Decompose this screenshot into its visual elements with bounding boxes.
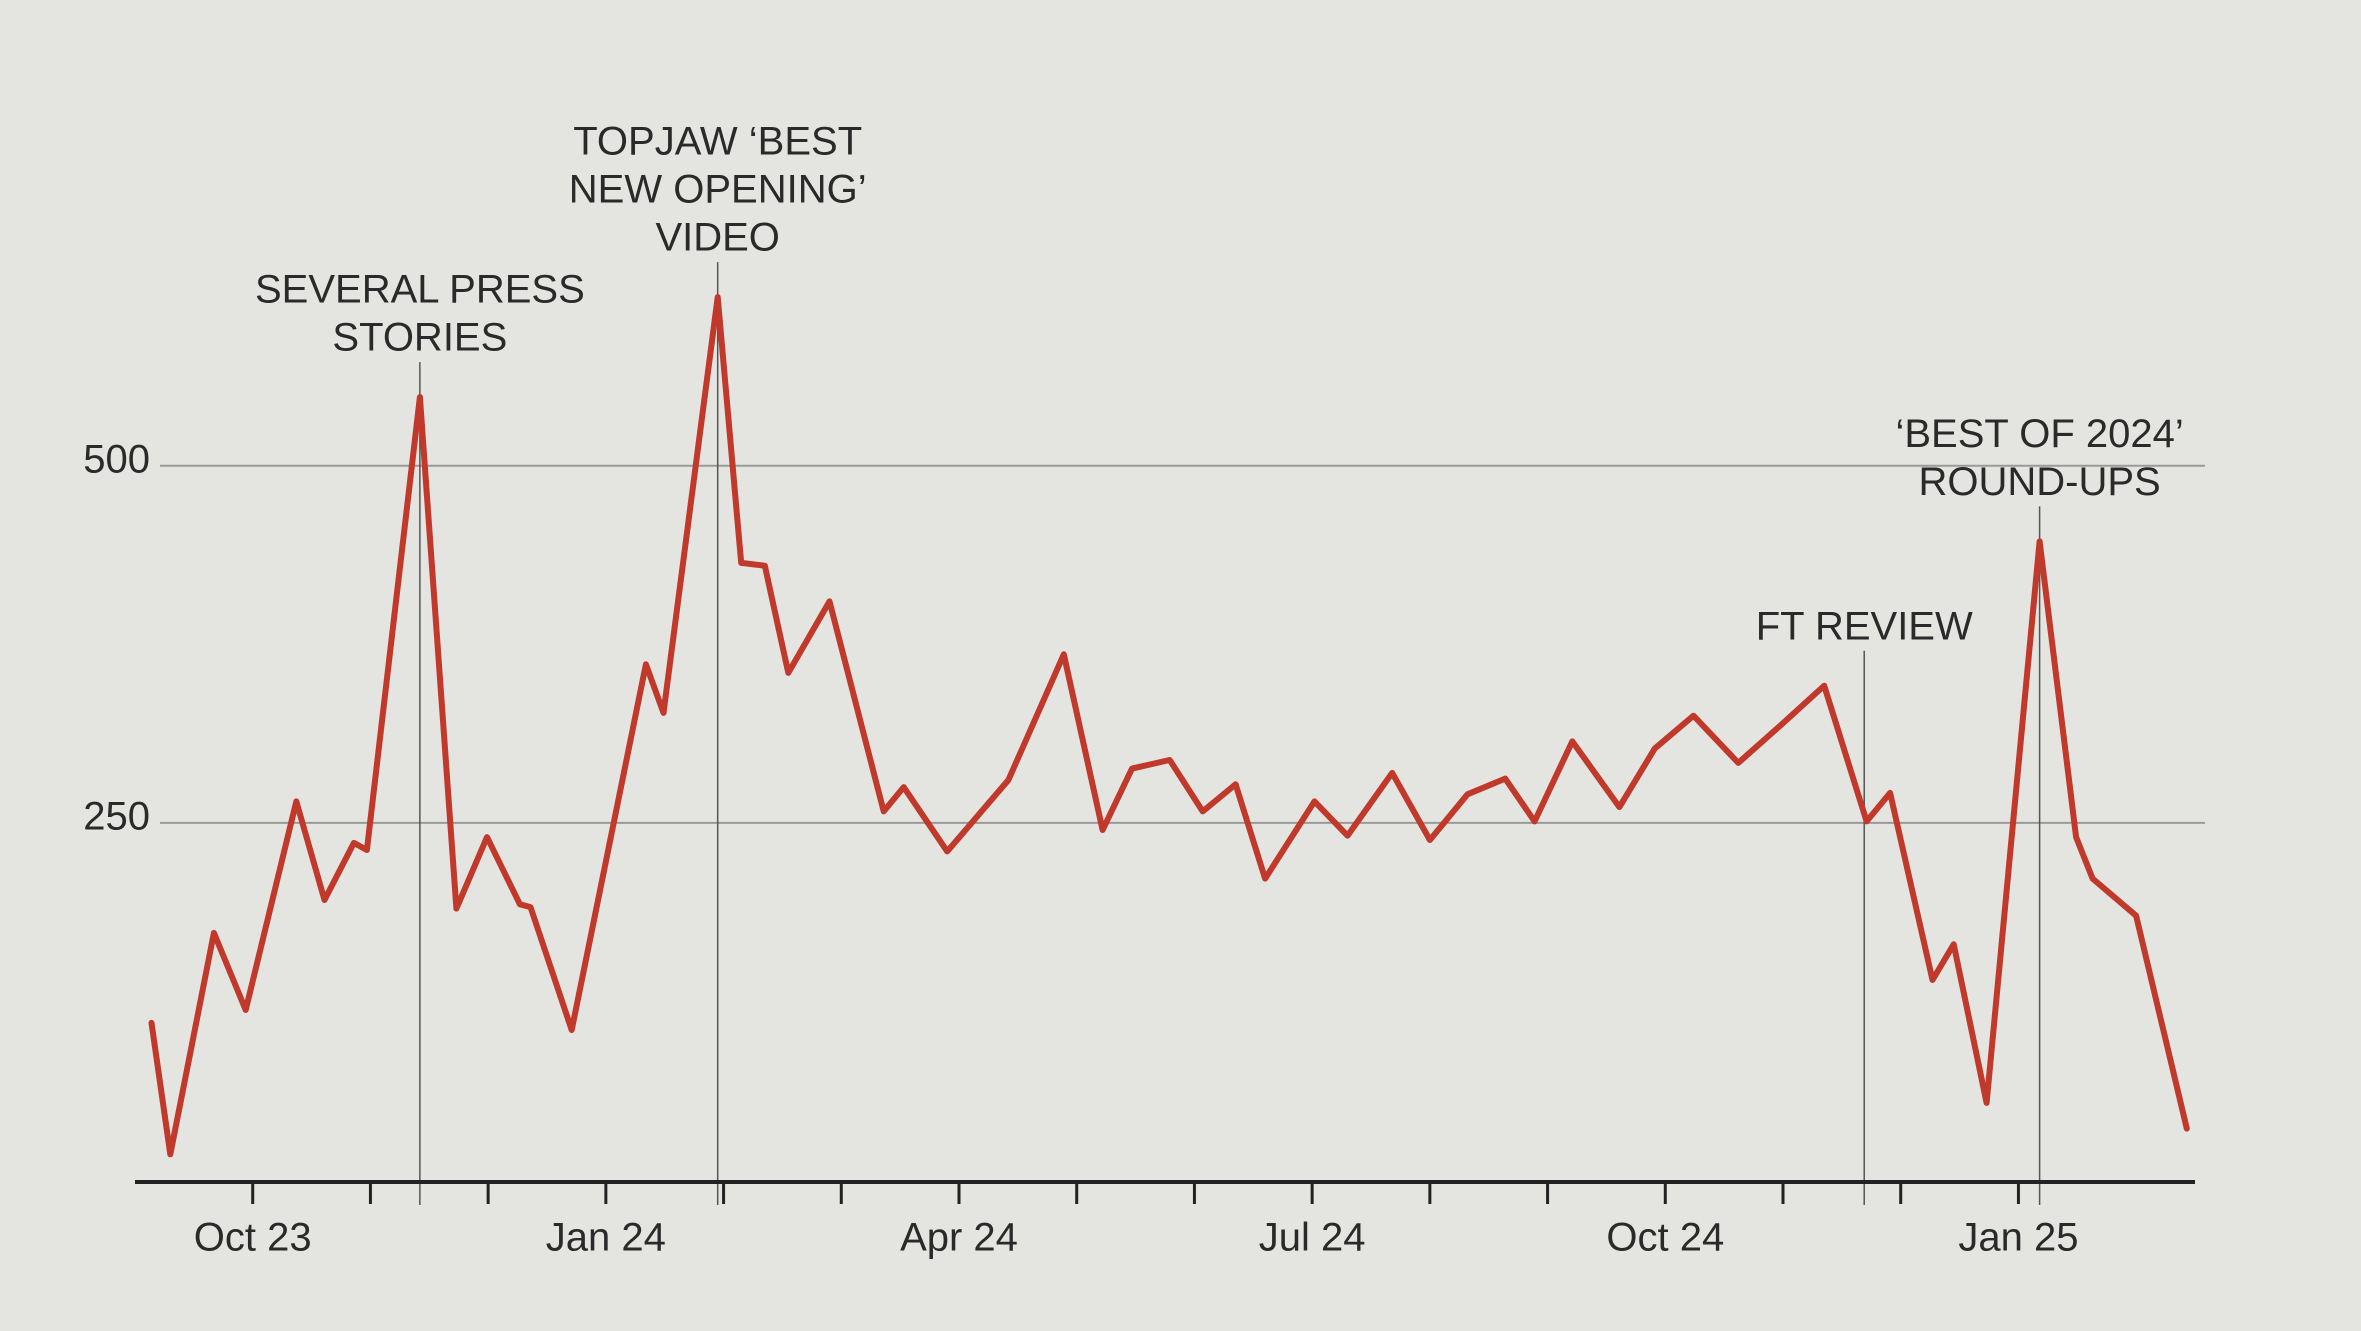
x-tick-label: Oct 23	[194, 1216, 312, 1260]
x-tick-label: Oct 24	[1606, 1216, 1724, 1260]
annotation-text: NEW OPENING’	[569, 168, 867, 212]
x-tick-label: Jan 25	[1958, 1216, 2078, 1260]
y-tick-label: 250	[83, 794, 150, 838]
annotation-text: ROUND-UPS	[1919, 460, 2161, 504]
annotation-text: STORIES	[332, 316, 507, 360]
annotation-text: TOPJAW ‘BEST	[573, 120, 862, 164]
y-tick-label: 500	[83, 437, 150, 481]
x-tick-label: Apr 24	[900, 1216, 1018, 1260]
data-line	[148, 294, 2190, 1158]
annotation-text: FT REVIEW	[1756, 604, 1973, 648]
x-tick-label: Jan 24	[546, 1216, 666, 1260]
annotation-text: VIDEO	[655, 216, 779, 260]
annotation-text: ‘BEST OF 2024’	[1895, 412, 2183, 456]
annotation-text: SEVERAL PRESS	[255, 268, 585, 312]
x-tick-label: Jul 24	[1259, 1216, 1366, 1260]
